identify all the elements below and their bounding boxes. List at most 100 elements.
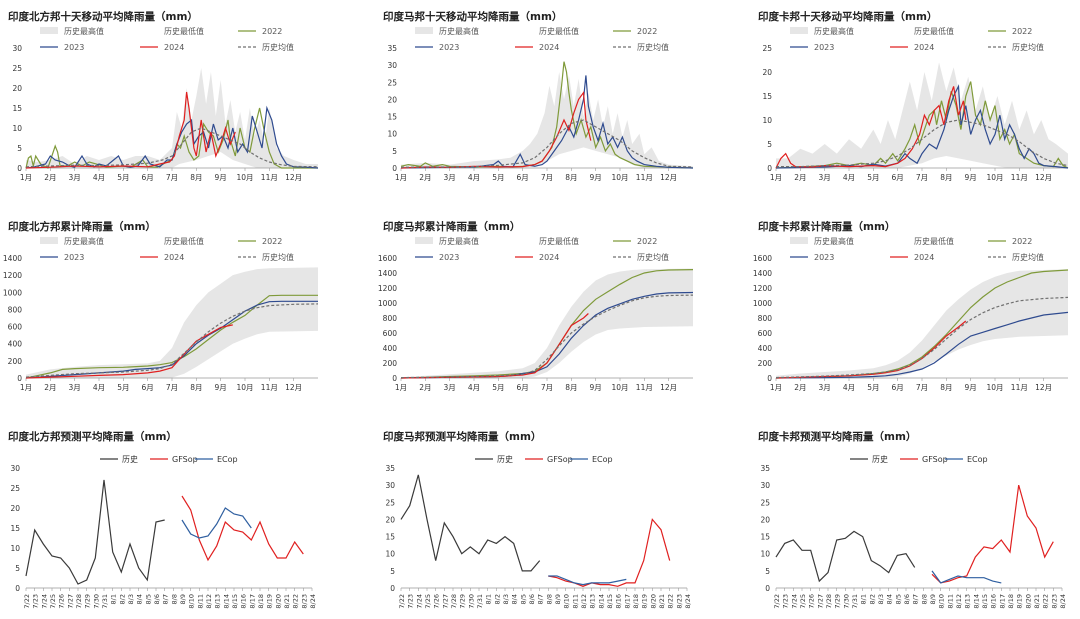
x-tick-label: 8/2	[493, 594, 501, 604]
x-tick-label: 9月	[965, 383, 977, 392]
x-tick-label: 7/28	[75, 594, 83, 609]
x-tick-label: 8/14	[597, 594, 605, 609]
x-tick-label: 10月	[986, 383, 1003, 392]
y-tick-label: 5	[765, 567, 770, 576]
x-tick-label: 8/4	[886, 594, 894, 604]
series-line	[931, 484, 1054, 584]
y-tick-label: 400	[8, 340, 23, 349]
x-tick-label: 6月	[892, 383, 904, 392]
hist-min-area	[776, 156, 1068, 168]
y-tick-label: 10	[762, 116, 772, 125]
chart-panel-c5: 印度马邦累计降雨量（mm） 历史最高值 历史最低值 2022 2023 2024 历史均值 0…	[378, 220, 694, 392]
y-tick-label: 800	[758, 314, 773, 323]
y-tick-label: 30	[385, 481, 395, 490]
x-tick-label: 8/22	[1042, 594, 1050, 609]
y-tick-label: 5	[15, 564, 20, 573]
hist-min-area	[26, 330, 318, 378]
legend-label: 历史最低值	[539, 26, 579, 36]
x-tick-label: 7/28	[450, 594, 458, 609]
x-tick-label: 5月	[117, 383, 129, 392]
y-tick-label: 1000	[378, 299, 397, 308]
x-tick-label: 8月	[940, 383, 952, 392]
legend-swatch	[140, 237, 158, 244]
x-tick-label: 6月	[142, 173, 154, 182]
chart-title: 印度马邦十天移动平均降雨量（mm）	[383, 10, 562, 23]
legend-label: 历史均值	[262, 252, 294, 262]
y-tick-label: 30	[387, 61, 397, 70]
y-tick-label: 5	[17, 144, 22, 153]
x-tick-label: 11月	[261, 173, 278, 182]
x-tick-label: 7/24	[40, 594, 48, 609]
x-tick-label: 7/23	[782, 594, 790, 609]
x-tick-label: 7/29	[84, 594, 92, 609]
x-tick-label: 8/5	[894, 594, 902, 604]
series-line	[181, 495, 304, 562]
x-tick-label: 8/3	[877, 594, 885, 604]
x-tick-label: 10月	[611, 383, 628, 392]
series-line	[25, 324, 233, 379]
legend-label: ECop	[592, 455, 613, 464]
chart-title: 印度卡邦预测平均降雨量（mm）	[758, 430, 916, 443]
x-tick-label: 8/24	[684, 594, 692, 609]
legend-label: 历史均值	[637, 42, 669, 52]
chart-title: 印度北方邦十天移动平均降雨量（mm）	[8, 10, 198, 23]
y-tick-label: 20	[762, 68, 772, 77]
x-tick-label: 11月	[1011, 383, 1028, 392]
legend-label: 历史均值	[637, 252, 669, 262]
x-tick-label: 8/7	[162, 594, 170, 604]
chart-panel-c6: 印度卡邦累计降雨量（mm） 历史最高值 历史最低值 2022 2023 2024 历史均值 0…	[753, 220, 1069, 392]
x-tick-label: 6月	[892, 173, 904, 182]
legend-label: 2024	[164, 43, 184, 52]
x-tick-label: 7/30	[467, 594, 475, 609]
legend-label: 历史最高值	[439, 236, 479, 246]
chart-title: 印度北方邦预测平均降雨量（mm）	[8, 430, 177, 443]
y-tick-label: 200	[8, 357, 23, 366]
y-tick-label: 0	[767, 164, 772, 173]
chart-panel-c3: 印度卡邦十天移动平均降雨量（mm） 历史最高值 历史最低值 2022 2023 2024 历…	[758, 10, 1069, 182]
x-tick-label: 8/9	[179, 594, 187, 604]
y-tick-label: 20	[385, 515, 395, 524]
x-tick-label: 7/27	[441, 594, 449, 609]
x-tick-label: 7/29	[834, 594, 842, 609]
legend-label: GFSop	[547, 455, 573, 464]
x-tick-label: 8/2	[868, 594, 876, 604]
y-tick-label: 200	[758, 359, 773, 368]
legend-label: 2024	[539, 43, 559, 52]
x-tick-label: 8/18	[1007, 594, 1015, 609]
y-tick-label: 800	[8, 305, 23, 314]
chart-panel-c7: 印度北方邦预测平均降雨量（mm） 历史 GFSop ECop 0 5 10 15 20 25 30 7…	[8, 430, 317, 609]
y-tick-label: 5	[390, 567, 395, 576]
x-tick-label: 8/10	[938, 594, 946, 609]
x-tick-label: 7月	[166, 173, 178, 182]
x-tick-label: 8/1	[860, 594, 868, 604]
y-tick-label: 0	[17, 164, 22, 173]
y-tick-label: 10	[10, 544, 20, 553]
y-tick-label: 35	[387, 44, 397, 53]
x-tick-label: 8/7	[537, 594, 545, 604]
x-tick-label: 8/12	[955, 594, 963, 609]
x-tick-label: 10月	[611, 173, 628, 182]
x-tick-label: 6月	[517, 173, 529, 182]
x-tick-label: 5月	[492, 173, 504, 182]
series-line	[548, 518, 671, 587]
x-tick-label: 8/3	[127, 594, 135, 604]
series-line	[400, 119, 694, 168]
y-tick-label: 0	[17, 374, 22, 383]
x-tick-label: 7/31	[101, 594, 109, 609]
legend-label: 2022	[637, 27, 657, 36]
x-tick-label: 8/24	[309, 594, 317, 609]
legend-label: GFSop	[172, 455, 198, 464]
x-tick-label: 7/22	[773, 594, 781, 609]
x-tick-label: 2月	[419, 173, 431, 182]
x-tick-label: 7/31	[851, 594, 859, 609]
legend-swatch	[890, 27, 908, 34]
y-tick-label: 600	[383, 329, 398, 338]
series-line	[400, 313, 589, 379]
legend-label: 历史最低值	[164, 26, 204, 36]
x-tick-label: 7/23	[32, 594, 40, 609]
x-tick-label: 2月	[419, 383, 431, 392]
x-tick-label: 7/26	[58, 594, 66, 609]
x-tick-label: 4月	[93, 383, 105, 392]
x-tick-label: 12月	[285, 383, 302, 392]
series-line	[25, 105, 319, 169]
